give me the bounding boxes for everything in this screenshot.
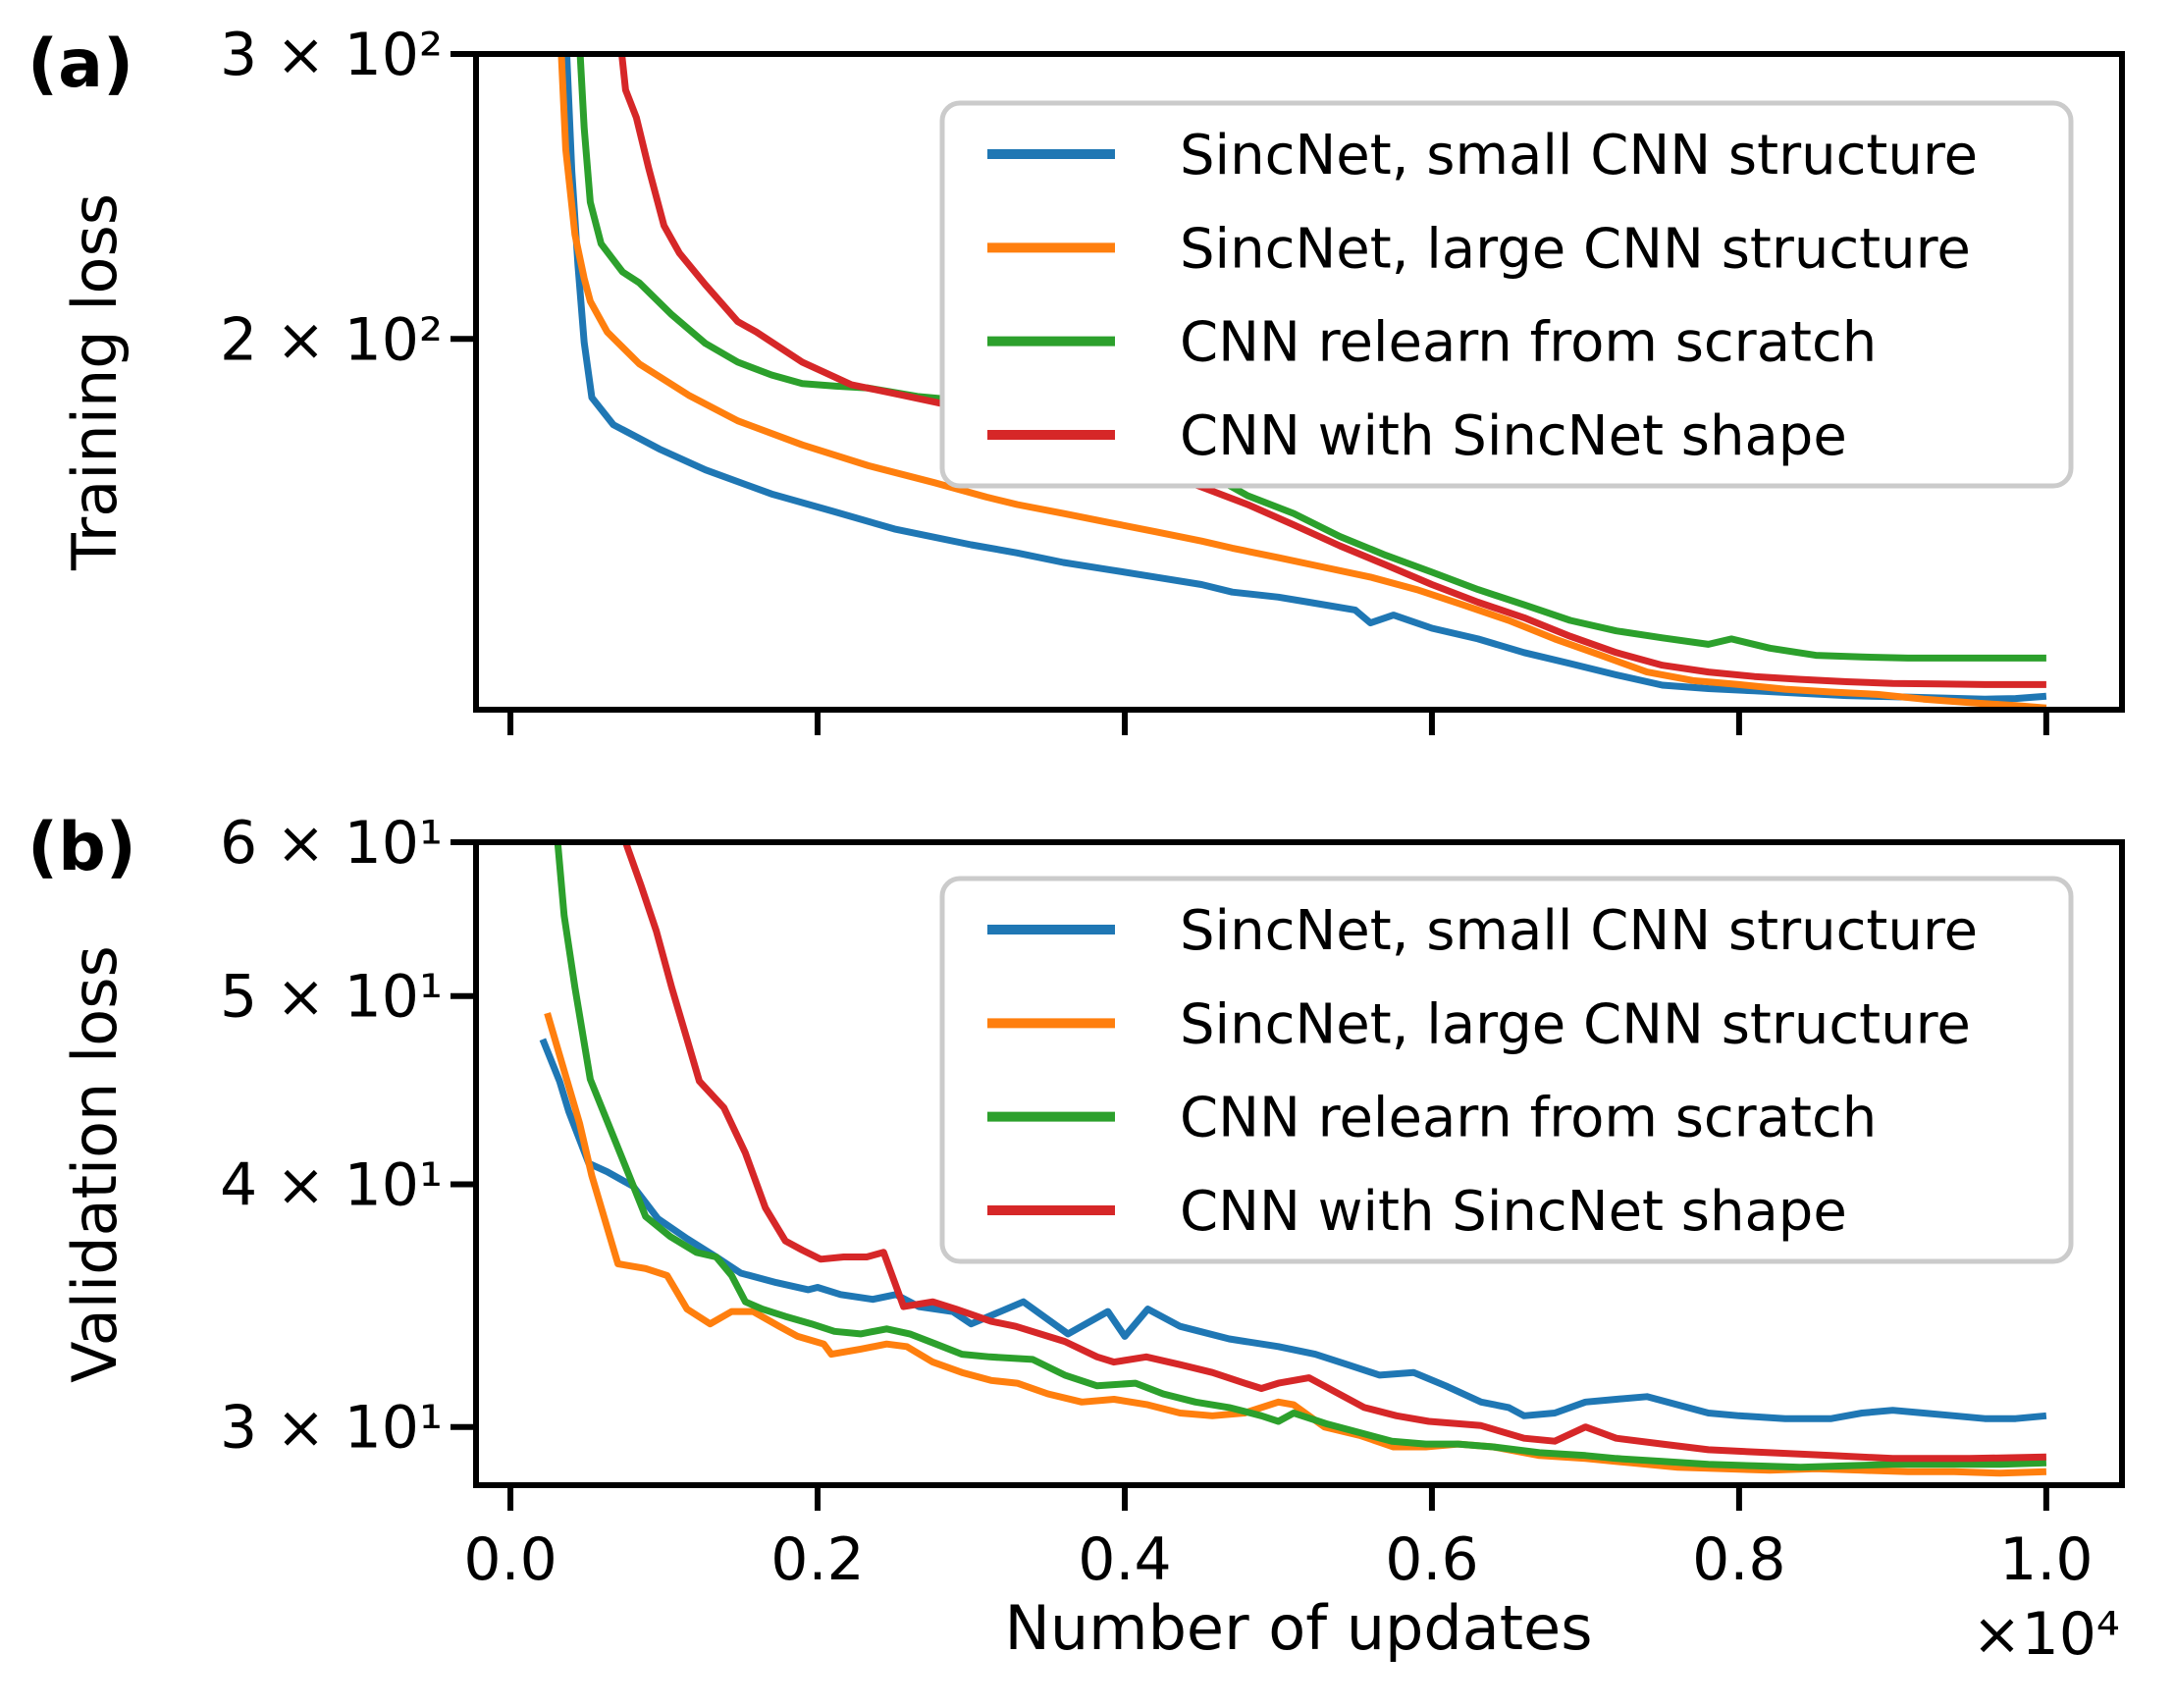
legend-entry-label: SincNet, large CNN structure — [1180, 217, 1971, 281]
x-tick-label: 1.0 — [1999, 1525, 2093, 1594]
series-line-sincnet-large-cnn-structure — [544, 1012, 2047, 1477]
legend-entry-label: SincNet, small CNN structure — [1180, 899, 1978, 963]
legend-entry-label: SincNet, small CNN structure — [1180, 124, 1978, 187]
legend — [939, 100, 2074, 489]
y-tick-label: 2 × 10² — [220, 305, 443, 374]
x-axis-label: Number of updates — [1005, 1592, 1593, 1664]
y-axis-label-training-loss: Training loss — [59, 193, 131, 571]
panel-b-validation-loss: 0.0 0.2 0.4 0.6 0.8 1.0 6 × 10¹ 5 × 10¹ 4 × 10¹ 3… — [220, 809, 2125, 1594]
x-tick-label: 0.0 — [463, 1525, 557, 1594]
legend-entry-label: CNN relearn from scratch — [1180, 311, 1877, 375]
axes-spines — [473, 51, 2125, 713]
legend-entry-label: CNN with SincNet shape — [1180, 404, 1847, 468]
series-line-sincnet-large-cnn-structure — [557, 54, 2047, 710]
legend — [939, 876, 2074, 1264]
x-tick-label: 0.6 — [1385, 1525, 1478, 1594]
y-tick-label: 6 × 10¹ — [220, 809, 443, 878]
x-tick-label: 0.2 — [770, 1525, 864, 1594]
x-tick-label: 0.8 — [1692, 1525, 1785, 1594]
panel-a-letter: (a) — [27, 26, 133, 103]
legend-entry-label: CNN relearn from scratch — [1180, 1087, 1877, 1150]
x-tick-label: 0.4 — [1078, 1525, 1171, 1594]
y-tick-label: 3 × 10² — [220, 21, 443, 89]
legend-entry-label: CNN with SincNet shape — [1180, 1180, 1847, 1244]
y-tick-label: 3 × 10¹ — [220, 1394, 443, 1463]
legend-entry-label: SincNet, large CNN structure — [1180, 992, 1971, 1056]
y-axis-label-validation-loss: Validation loss — [59, 945, 131, 1383]
y-tick-label: 5 × 10¹ — [220, 963, 443, 1032]
series-line-cnn-relearn-from-scratch — [554, 842, 2047, 1471]
axes-spines — [473, 839, 2125, 1488]
series-line-cnn-with-sincnet-shape — [621, 842, 2046, 1463]
panel-b-letter: (b) — [27, 809, 136, 886]
x-axis-offset-label: ×10⁴ — [1972, 1600, 2120, 1669]
panel-a-training-loss: 3 × 10² 2 × 10² SincNet, small CNN structu… — [220, 21, 2125, 735]
y-tick-label: 4 × 10¹ — [220, 1150, 443, 1219]
